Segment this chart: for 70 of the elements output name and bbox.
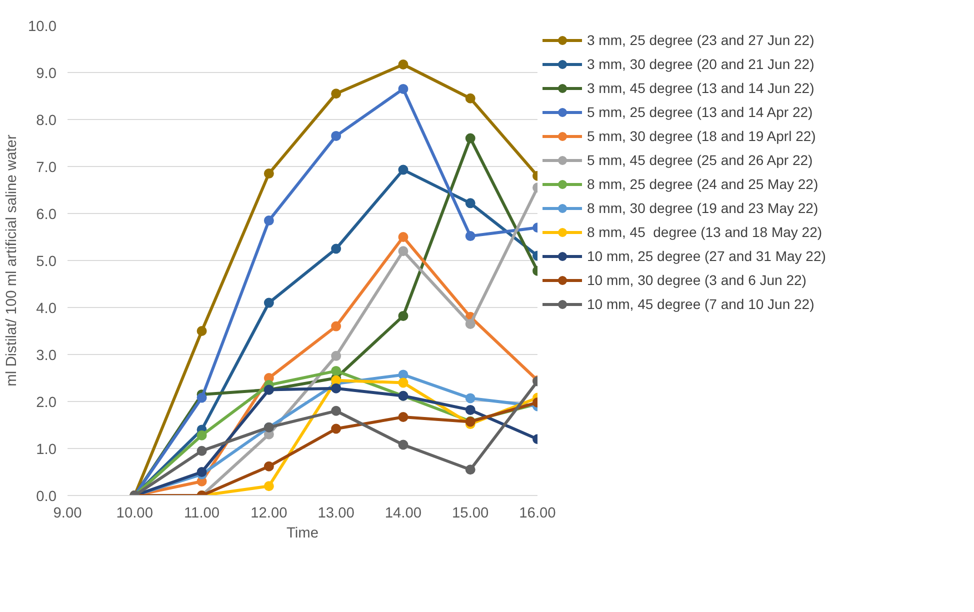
point [465, 198, 476, 208]
point [331, 424, 342, 434]
point [264, 168, 274, 179]
point [465, 464, 476, 475]
point [465, 318, 476, 329]
point [331, 350, 342, 361]
point [331, 406, 342, 416]
point [398, 246, 408, 256]
point [331, 321, 342, 332]
point [196, 326, 207, 336]
point [196, 467, 207, 477]
point [331, 383, 342, 394]
x-tick-label: 12.00 [250, 506, 288, 522]
y-tick-label: 7.0 [36, 160, 56, 176]
y-tick-label: 3.0 [36, 348, 56, 364]
y-tick-label: 4.0 [36, 301, 56, 317]
point [465, 231, 476, 242]
point [465, 133, 476, 144]
x-axis-title: Time [286, 526, 319, 542]
y-axis-title: ml Distilat/ 100 ml artificial saline water [4, 134, 20, 386]
point [331, 88, 342, 99]
y-tick-label: 5.0 [36, 254, 56, 270]
x-tick-label: 16.00 [519, 506, 556, 522]
x-tick-label: 13.00 [318, 506, 354, 522]
x-tick-label: 10.00 [116, 506, 153, 522]
legend-label: 8 mm, 30 degree (19 and 23 May 22) [587, 200, 818, 216]
point [331, 366, 342, 376]
y-tick-label: 9.0 [36, 66, 56, 82]
legend-label: 3 mm, 25 degree (23 and 27 Jun 22) [587, 32, 814, 48]
point [398, 60, 408, 70]
legend-label: 8 mm, 45 degree (13 and 18 May 22) [587, 224, 822, 240]
legend-label: 3 mm, 45 degree (13 and 14 Jun 22) [587, 80, 814, 96]
legend-label: 5 mm, 45 degree (25 and 26 Apr 22) [587, 152, 813, 168]
point [331, 244, 342, 254]
point [264, 461, 274, 472]
x-tick-label: 9.00 [53, 506, 82, 522]
legend-label: 5 mm, 30 degree (18 and 19 Aprl 22) [587, 128, 816, 144]
y-tick-label: 0.0 [36, 489, 56, 505]
point [196, 392, 207, 403]
point [264, 481, 274, 492]
point [465, 404, 476, 415]
legend-label: 10 mm, 25 degree (27 and 31 May 22) [587, 248, 826, 264]
point [264, 216, 274, 226]
legend-label: 10 mm, 45 degree (7 and 10 Jun 22) [587, 296, 814, 312]
legend-label: 8 mm, 25 degree (24 and 25 May 22) [587, 176, 818, 192]
point [398, 412, 408, 422]
point [331, 130, 342, 141]
point [196, 430, 207, 440]
point [398, 310, 408, 321]
y-tick-label: 2.0 [36, 395, 56, 411]
point [264, 298, 274, 308]
legend-label: 3 mm, 30 degree (20 and 21 Jun 22) [587, 56, 814, 72]
y-tick-label: 1.0 [36, 442, 56, 458]
point [465, 93, 476, 104]
legend-label: 5 mm, 25 degree (13 and 14 Apr 22) [587, 104, 813, 120]
point [398, 440, 408, 450]
point [196, 446, 207, 456]
y-tick-label: 10.0 [28, 19, 57, 35]
point [331, 375, 342, 386]
x-tick-label: 15.00 [452, 506, 489, 522]
legend-label: 10 mm, 30 degree (3 and 6 Jun 22) [587, 272, 806, 288]
x-tick-label: 11.00 [184, 506, 220, 522]
point [398, 232, 408, 242]
point [398, 84, 408, 94]
y-tick-label: 6.0 [36, 207, 56, 223]
point [465, 393, 476, 404]
y-tick-label: 8.0 [36, 113, 56, 129]
x-tick-label: 14.00 [384, 506, 422, 522]
point [398, 164, 408, 175]
point [398, 378, 408, 388]
